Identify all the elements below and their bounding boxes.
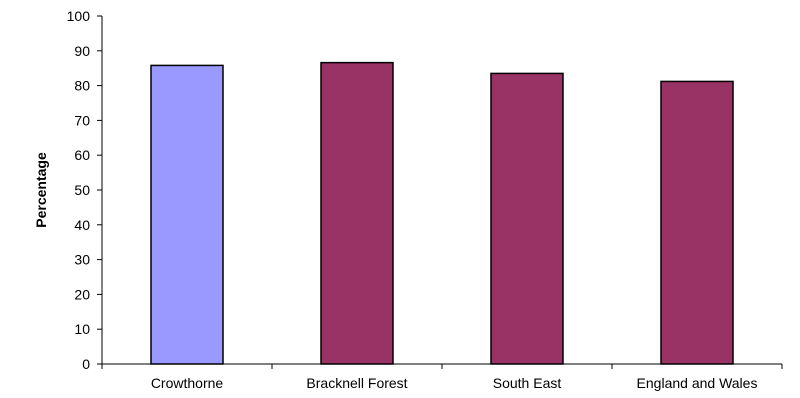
bar-south-east xyxy=(490,72,564,365)
y-axis: 0 10 20 30 40 50 60 70 80 90 100 xyxy=(67,8,103,372)
bar-bracknell-forest xyxy=(320,61,394,365)
bar-england-and-wales xyxy=(660,80,734,365)
y-tick-label: 40 xyxy=(74,217,90,233)
y-axis-title: Percentage xyxy=(33,152,49,228)
y-tick-label: 80 xyxy=(74,78,90,94)
y-tick-label: 100 xyxy=(67,8,91,24)
x-axis: Crowthorne Bracknell Forest South East Engl… xyxy=(101,363,783,391)
bar-crowthorne xyxy=(150,64,224,365)
x-tick-label: Bracknell Forest xyxy=(306,375,407,391)
bars xyxy=(150,61,734,365)
y-tick-label: 90 xyxy=(74,43,90,59)
y-tick-label: 10 xyxy=(74,321,90,337)
y-tick-label: 20 xyxy=(74,286,90,302)
y-tick-label: 30 xyxy=(74,252,90,268)
y-tick-label: 70 xyxy=(74,112,90,128)
x-tick-label: England and Wales xyxy=(637,375,758,391)
x-tick-label: South East xyxy=(493,375,562,391)
x-tick-label: Crowthorne xyxy=(151,375,224,391)
y-tick-label: 0 xyxy=(82,356,90,372)
y-tick-label: 50 xyxy=(74,182,90,198)
y-tick-label: 60 xyxy=(74,147,90,163)
